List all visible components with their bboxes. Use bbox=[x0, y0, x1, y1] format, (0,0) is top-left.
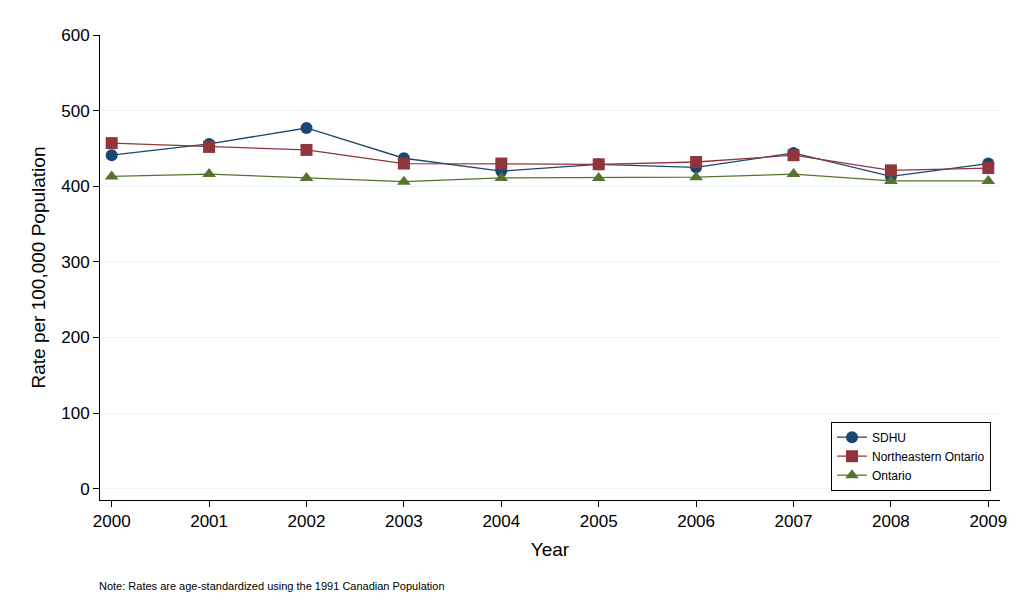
svg-text:Ontario: Ontario bbox=[872, 469, 912, 483]
svg-text:0: 0 bbox=[80, 480, 89, 499]
svg-text:100: 100 bbox=[61, 404, 89, 423]
svg-text:Note: Rates are age-standardiz: Note: Rates are age-standardized using t… bbox=[99, 580, 445, 592]
svg-text:2000: 2000 bbox=[93, 512, 131, 531]
svg-text:2009: 2009 bbox=[969, 512, 1007, 531]
svg-text:200: 200 bbox=[61, 328, 89, 347]
svg-text:600: 600 bbox=[61, 26, 89, 45]
svg-text:2004: 2004 bbox=[482, 512, 520, 531]
svg-text:SDHU: SDHU bbox=[872, 431, 906, 445]
svg-text:500: 500 bbox=[61, 102, 89, 121]
svg-text:2001: 2001 bbox=[190, 512, 228, 531]
svg-text:2002: 2002 bbox=[288, 512, 326, 531]
svg-text:400: 400 bbox=[61, 177, 89, 196]
svg-text:300: 300 bbox=[61, 253, 89, 272]
svg-text:2006: 2006 bbox=[677, 512, 715, 531]
svg-text:Rate per 100,000 Population: Rate per 100,000 Population bbox=[28, 147, 49, 389]
svg-text:Year: Year bbox=[531, 539, 570, 560]
svg-text:2007: 2007 bbox=[775, 512, 813, 531]
svg-text:2005: 2005 bbox=[580, 512, 618, 531]
svg-text:2008: 2008 bbox=[872, 512, 910, 531]
svg-text:Northeastern Ontario: Northeastern Ontario bbox=[872, 450, 984, 464]
svg-text:2003: 2003 bbox=[385, 512, 423, 531]
